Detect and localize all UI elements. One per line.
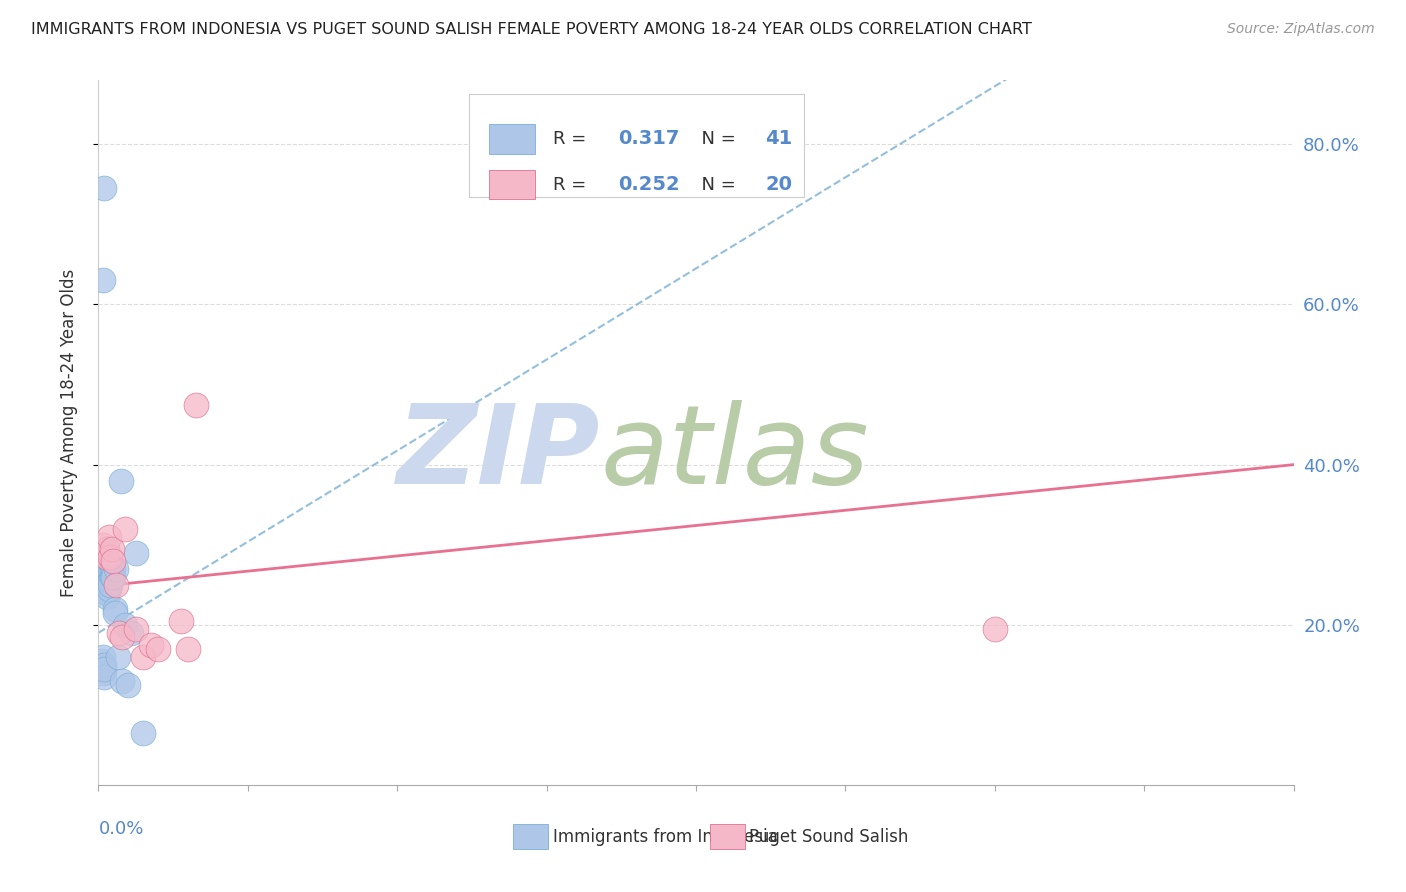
Point <box>94 586 117 600</box>
Point <box>105 562 128 576</box>
Point <box>104 606 127 620</box>
Point <box>98 566 122 580</box>
Point <box>91 649 114 664</box>
Text: 20: 20 <box>765 175 793 194</box>
Point <box>94 549 117 564</box>
Point <box>114 522 136 536</box>
Point <box>96 590 118 604</box>
Text: 41: 41 <box>765 129 793 148</box>
Y-axis label: Female Poverty Among 18-24 Year Olds: Female Poverty Among 18-24 Year Olds <box>59 268 77 597</box>
Text: R =: R = <box>553 176 592 194</box>
Point <box>96 574 118 588</box>
Point <box>97 570 120 584</box>
Point <box>132 649 155 664</box>
Bar <box>489 169 534 200</box>
Text: N =: N = <box>690 176 741 194</box>
Point <box>97 574 120 588</box>
Point <box>97 562 120 576</box>
Point <box>101 541 124 556</box>
Point <box>114 617 136 632</box>
Point <box>110 474 132 488</box>
Point <box>132 726 155 740</box>
Point <box>97 582 120 596</box>
Point <box>96 586 118 600</box>
FancyBboxPatch shape <box>470 95 804 196</box>
Point <box>98 562 122 576</box>
Point <box>94 570 117 584</box>
Point <box>177 641 200 656</box>
Point <box>91 273 114 287</box>
Point <box>93 546 115 560</box>
Point <box>93 657 115 672</box>
Point <box>111 673 134 688</box>
Point <box>107 649 129 664</box>
Point <box>91 538 114 552</box>
Point <box>103 554 125 568</box>
Point <box>125 622 148 636</box>
Point <box>103 570 125 584</box>
Point <box>117 678 139 692</box>
Point <box>139 638 162 652</box>
Point <box>101 566 124 580</box>
Point <box>96 541 118 556</box>
Point <box>98 549 122 564</box>
Point <box>101 558 124 572</box>
Point <box>104 601 127 615</box>
Point <box>98 578 122 592</box>
Point <box>91 665 114 680</box>
Text: 0.252: 0.252 <box>619 175 681 194</box>
Point <box>148 641 170 656</box>
Text: Source: ZipAtlas.com: Source: ZipAtlas.com <box>1227 22 1375 37</box>
Text: 0.0%: 0.0% <box>98 821 143 838</box>
Text: atlas: atlas <box>600 401 869 508</box>
Point <box>94 582 117 596</box>
Point <box>125 546 148 560</box>
Point <box>96 566 118 580</box>
Point <box>98 574 122 588</box>
Text: 0.317: 0.317 <box>619 129 679 148</box>
Point <box>103 562 125 576</box>
Point <box>90 654 112 668</box>
Text: ZIP: ZIP <box>396 401 600 508</box>
Point <box>93 662 115 676</box>
Text: R =: R = <box>553 129 592 148</box>
Bar <box>489 124 534 153</box>
Point <box>184 398 207 412</box>
Point <box>97 530 120 544</box>
Text: Immigrants from Indonesia: Immigrants from Indonesia <box>553 828 778 846</box>
Text: N =: N = <box>690 129 741 148</box>
Point <box>105 578 128 592</box>
Point <box>94 578 117 592</box>
Text: Puget Sound Salish: Puget Sound Salish <box>749 828 908 846</box>
Point <box>169 614 191 628</box>
Point <box>96 578 118 592</box>
Point <box>120 625 142 640</box>
Point <box>111 630 134 644</box>
Point <box>93 670 115 684</box>
Point <box>101 570 124 584</box>
Text: IMMIGRANTS FROM INDONESIA VS PUGET SOUND SALISH FEMALE POVERTY AMONG 18-24 YEAR : IMMIGRANTS FROM INDONESIA VS PUGET SOUND… <box>31 22 1032 37</box>
Point <box>108 625 131 640</box>
Point <box>984 622 1007 636</box>
Point <box>93 181 115 195</box>
